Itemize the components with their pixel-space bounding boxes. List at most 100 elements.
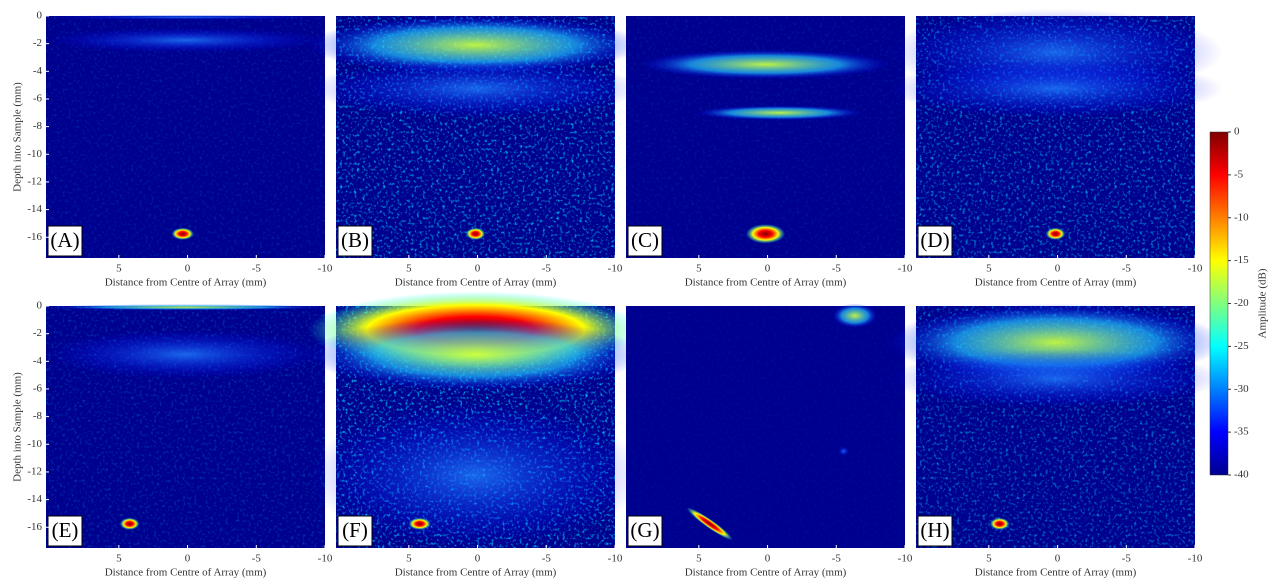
- x-axis-label: Distance from Centre of Array (mm): [105, 277, 267, 289]
- colorbar-tick-label: -5: [1234, 168, 1244, 180]
- x-tick-label: -10: [318, 553, 333, 565]
- image-feature: [308, 60, 643, 118]
- image-feature: [172, 228, 194, 240]
- x-tick-label: -10: [1188, 263, 1203, 275]
- image-feature: [838, 446, 849, 456]
- colorbar-tick-label: -15: [1234, 254, 1249, 266]
- y-tick-label: -6: [33, 383, 43, 395]
- colorbar-tick-label: 0: [1234, 126, 1240, 138]
- image-feature: [120, 518, 140, 530]
- y-axis-label: Depth into Sample (mm): [12, 82, 24, 192]
- image-feature: [409, 518, 431, 530]
- image-feature: [1046, 228, 1066, 240]
- panel-label: (E): [52, 518, 79, 542]
- y-tick-label: -8: [33, 120, 43, 132]
- image-feature: [888, 60, 1223, 118]
- x-axis-label: Distance from Centre of Array (mm): [395, 567, 557, 579]
- x-tick-label: -10: [608, 553, 623, 565]
- x-tick-label: 0: [185, 263, 191, 275]
- y-tick-label: -14: [27, 203, 42, 215]
- y-tick-label: -16: [27, 521, 42, 533]
- x-tick-label: -10: [898, 263, 913, 275]
- y-tick-label: -4: [33, 355, 43, 367]
- x-tick-label: -10: [1188, 553, 1203, 565]
- panel: (C) 5 0 -5 -10 Distance from Centre of Array …: [626, 16, 913, 289]
- image-feature: [640, 50, 891, 79]
- x-axis-label: Distance from Centre of Array (mm): [975, 277, 1137, 289]
- y-axis-label: Depth into Sample (mm): [12, 372, 24, 482]
- colorbar-tick-label: -25: [1234, 340, 1249, 352]
- panel-label: (D): [920, 228, 949, 252]
- colorbar-label: Amplitude (dB): [1257, 268, 1269, 338]
- panel: (E)50-5-10Distance from Centre of Array …: [12, 300, 333, 579]
- y-tick-label: -10: [27, 438, 42, 450]
- image-feature: [696, 106, 863, 121]
- panel: (A) 5 0 -5 -10 Distance from Centre of Array …: [12, 10, 333, 289]
- x-tick-label: -5: [1122, 263, 1132, 275]
- y-tick-label: 0: [37, 300, 43, 312]
- x-tick-label: 5: [696, 553, 702, 565]
- image-feature: [308, 318, 643, 391]
- y-tick-label: -8: [33, 410, 43, 422]
- y-tick-label: -10: [27, 148, 42, 160]
- image-feature: [46, 330, 325, 378]
- x-tick-label: -5: [252, 553, 262, 565]
- x-axis-label: Distance from Centre of Array (mm): [395, 277, 557, 289]
- colorbar-tick-label: -40: [1234, 469, 1249, 481]
- image-feature: [990, 518, 1010, 530]
- y-tick-label: -14: [27, 493, 42, 505]
- y-tick-label: -2: [33, 327, 42, 339]
- colorbar-tick-label: -20: [1234, 297, 1249, 309]
- speckle: [626, 306, 905, 548]
- y-tick-label: -16: [27, 231, 42, 243]
- figure: (A) 5 0 -5 -10 Distance from Centre of Array …: [0, 0, 1279, 585]
- x-tick-label: -5: [832, 263, 842, 275]
- x-tick-label: -5: [542, 263, 552, 275]
- image-feature: [46, 304, 325, 310]
- image-feature: [46, 15, 325, 20]
- x-tick-label: 5: [116, 263, 122, 275]
- x-tick-label: 0: [475, 553, 481, 565]
- y-tick-label: -12: [27, 175, 42, 187]
- panel-label: (F): [342, 518, 368, 542]
- panel-label: (B): [341, 228, 369, 252]
- x-tick-label: 0: [1055, 263, 1061, 275]
- colorbar: [1210, 132, 1228, 475]
- x-tick-label: -5: [1122, 553, 1132, 565]
- y-tick-label: -2: [33, 37, 42, 49]
- x-tick-label: 5: [406, 553, 412, 565]
- x-tick-label: 0: [475, 263, 481, 275]
- image-feature: [746, 224, 785, 243]
- y-tick-label: -6: [33, 93, 43, 105]
- x-axis-label: Distance from Centre of Array (mm): [975, 567, 1137, 579]
- x-tick-label: 5: [406, 263, 412, 275]
- colorbar-tick-label: -35: [1234, 426, 1249, 438]
- image-feature: [832, 304, 877, 328]
- image-feature: [466, 228, 486, 240]
- panel: (G)50-5-10Distance from Centre of Array …: [626, 304, 913, 579]
- panel-label: (C): [631, 228, 659, 252]
- panel-label: (H): [920, 518, 949, 542]
- y-tick-label: 0: [37, 10, 43, 22]
- panel: (H) 5 0 -5 -10 Distance from Centre of Array …: [888, 304, 1223, 579]
- panel-label: (A): [50, 228, 79, 252]
- panel-label: (G): [630, 518, 659, 542]
- x-tick-label: 0: [765, 263, 771, 275]
- image-feature: [46, 28, 325, 52]
- x-tick-label: -10: [318, 263, 333, 275]
- x-tick-label: 0: [765, 553, 771, 565]
- colorbar-tick-label: -10: [1234, 211, 1249, 223]
- x-tick-label: 5: [986, 553, 992, 565]
- y-tick-label: -12: [27, 465, 42, 477]
- x-axis-label: Distance from Centre of Array (mm): [685, 277, 847, 289]
- colorbar-tick-label: -30: [1234, 383, 1249, 395]
- x-tick-label: 0: [1055, 553, 1061, 565]
- x-axis-label: Distance from Centre of Array (mm): [105, 567, 267, 579]
- x-tick-label: -5: [252, 263, 262, 275]
- x-tick-label: -10: [898, 553, 913, 565]
- image-feature: [888, 350, 1223, 408]
- x-tick-label: -10: [608, 263, 623, 275]
- x-tick-label: 5: [696, 263, 702, 275]
